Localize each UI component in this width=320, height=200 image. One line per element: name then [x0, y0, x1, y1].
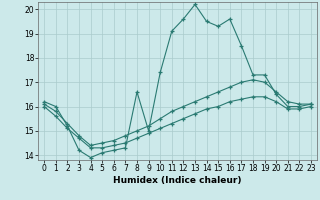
X-axis label: Humidex (Indice chaleur): Humidex (Indice chaleur) — [113, 176, 242, 185]
